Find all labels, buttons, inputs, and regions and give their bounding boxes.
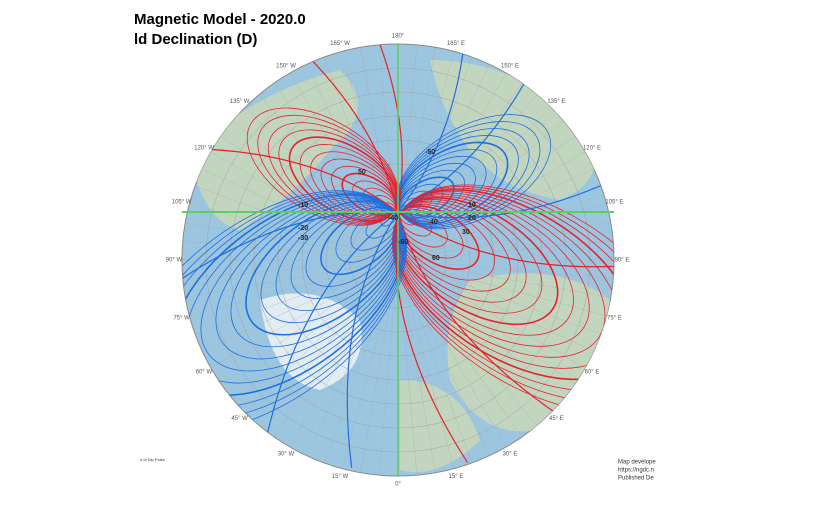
contour-label: -40 bbox=[388, 215, 398, 222]
meridian bbox=[397, 72, 507, 261]
longitude-label: 150° W bbox=[276, 64, 296, 70]
longitude-label: 60° W bbox=[196, 370, 213, 376]
longitude-label: 30° E bbox=[503, 452, 518, 458]
meridian bbox=[185, 222, 399, 261]
meridian bbox=[306, 259, 399, 456]
meridian bbox=[220, 259, 399, 385]
longitude-label: 105° E bbox=[605, 200, 623, 206]
longitude-label: 0° bbox=[395, 482, 401, 488]
isogonic-line bbox=[266, 211, 399, 437]
meridian bbox=[397, 47, 436, 261]
meridian bbox=[202, 259, 399, 352]
meridian bbox=[210, 259, 399, 369]
longitude-label: 75° E bbox=[607, 316, 622, 322]
meridian bbox=[397, 259, 602, 335]
footer-right: https://ngdc.n bbox=[618, 468, 654, 474]
isogonic-line bbox=[338, 44, 403, 213]
longitude-label: 165° W bbox=[330, 41, 350, 47]
meridian bbox=[194, 185, 399, 261]
meridian bbox=[397, 51, 455, 261]
meridian bbox=[273, 82, 399, 261]
contour-label: 60 bbox=[432, 255, 440, 262]
contour-label: -50 bbox=[425, 149, 435, 156]
meridian bbox=[397, 56, 473, 261]
isogonic-line bbox=[397, 44, 469, 213]
meridian bbox=[182, 241, 399, 261]
longitude-label: 150° E bbox=[501, 64, 519, 70]
longitude-label: 120° W bbox=[194, 146, 214, 152]
meridian bbox=[397, 259, 594, 352]
contour-label: 40 bbox=[430, 219, 438, 226]
meridian bbox=[397, 259, 490, 456]
longitude-label: 30° W bbox=[278, 452, 295, 458]
longitude-label: 135° E bbox=[547, 99, 565, 105]
meridian bbox=[194, 259, 399, 335]
meridian bbox=[397, 151, 586, 261]
meridian bbox=[189, 203, 399, 261]
meridian bbox=[397, 203, 607, 261]
meridian bbox=[182, 259, 399, 279]
isogonic-line bbox=[397, 211, 614, 268]
contour-label: -30 bbox=[298, 235, 308, 242]
meridian bbox=[360, 259, 399, 473]
meridian bbox=[232, 121, 399, 261]
longitude-label: 15° W bbox=[332, 474, 349, 480]
isogonic-line bbox=[346, 211, 399, 468]
footer-right: Published De bbox=[618, 476, 654, 482]
longitude-labels: 180° 165° E 150° E 135° E 120° E 105° E 90° E 7… bbox=[166, 34, 630, 488]
meridian bbox=[397, 82, 523, 261]
meridian bbox=[397, 259, 436, 473]
longitude-label: 120° E bbox=[583, 146, 601, 152]
contour-label: -20 bbox=[298, 225, 308, 232]
longitude-label: 135° W bbox=[230, 99, 250, 105]
meridian bbox=[245, 107, 399, 261]
meridian bbox=[397, 259, 417, 476]
longitude-label: 75° W bbox=[173, 316, 190, 322]
isogonic-line bbox=[244, 44, 399, 213]
meridian bbox=[397, 259, 564, 399]
longitude-label: 45° E bbox=[549, 416, 564, 422]
meridian bbox=[397, 259, 507, 448]
meridian bbox=[273, 259, 399, 438]
contour-label: 30 bbox=[462, 229, 470, 236]
isogonic-line bbox=[397, 211, 560, 417]
meridian bbox=[379, 259, 399, 476]
meridian bbox=[397, 259, 551, 413]
meridian bbox=[397, 259, 611, 298]
meridian bbox=[289, 259, 399, 448]
meridian bbox=[397, 121, 564, 261]
meridian bbox=[397, 135, 576, 261]
meridian bbox=[259, 94, 399, 261]
contour-label: -60 bbox=[398, 239, 408, 246]
meridian bbox=[397, 259, 455, 469]
title: Magnetic Model - 2020.0 bbox=[134, 11, 306, 28]
longitude-label: 180° bbox=[392, 34, 405, 40]
longitude-label: 105° W bbox=[172, 200, 192, 206]
meridian bbox=[185, 259, 399, 298]
longitude-label: 90° W bbox=[166, 258, 183, 264]
longitude-label: 165° E bbox=[447, 41, 465, 47]
isogonic-line bbox=[397, 159, 614, 219]
contour-label: 10 bbox=[468, 202, 476, 209]
subtitle: ld Declination (D) bbox=[134, 31, 257, 48]
isogonic-line bbox=[395, 211, 469, 463]
footer-right: Map develope bbox=[618, 460, 656, 466]
longitude-label: 15° E bbox=[449, 474, 464, 480]
contour-label: -10 bbox=[298, 202, 308, 209]
longitude-label: 90° E bbox=[615, 258, 630, 264]
meridian bbox=[397, 64, 490, 261]
longitude-label: 45° W bbox=[231, 416, 248, 422]
footer-left: n of Dip Poles bbox=[140, 457, 165, 462]
meridian bbox=[306, 64, 399, 261]
contour-label: 50 bbox=[358, 169, 366, 176]
contour-label: 20 bbox=[468, 215, 476, 222]
longitude-label: 60° E bbox=[585, 370, 600, 376]
